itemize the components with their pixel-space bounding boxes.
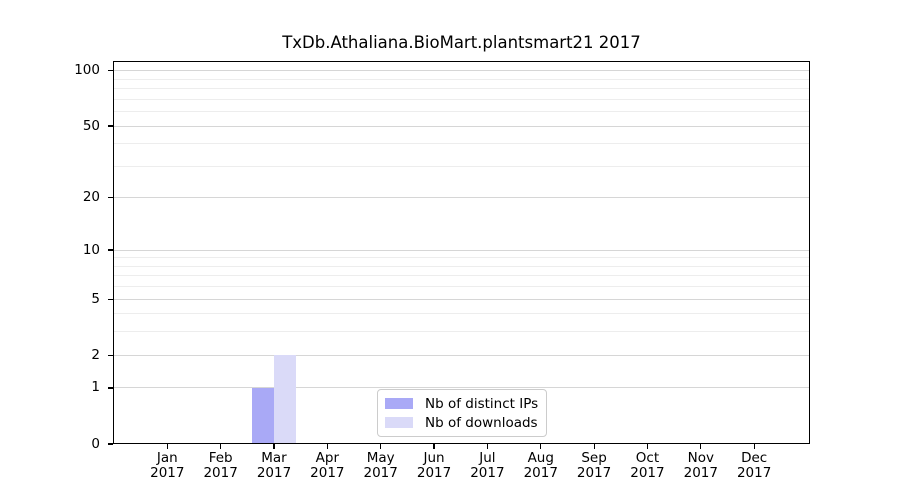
- x-tick-mark: [220, 444, 222, 449]
- x-tick-month: Jan: [156, 450, 178, 466]
- grid-minor-line: [113, 143, 810, 145]
- grid-major-line: [113, 354, 810, 356]
- x-tick-month: Apr: [315, 450, 340, 466]
- x-tick-label: Apr 2017: [297, 451, 357, 481]
- legend-swatch-downloads: [385, 417, 413, 428]
- x-tick-mark: [166, 444, 168, 449]
- x-tick-mark: [273, 444, 275, 449]
- grid-minor-line: [113, 98, 810, 100]
- grid-minor-line: [113, 165, 810, 167]
- x-tick-month: Mar: [261, 450, 287, 466]
- x-tick-month: May: [366, 450, 395, 466]
- legend-row: Nb of downloads: [385, 415, 539, 431]
- x-tick-label: Sep 2017: [564, 451, 624, 481]
- x-tick-mark: [326, 444, 328, 449]
- grid-minor-line: [113, 286, 810, 288]
- x-tick-month: Feb: [208, 450, 233, 466]
- x-tick-year: 2017: [310, 465, 345, 481]
- x-tick-year: 2017: [683, 465, 718, 481]
- x-tick-label: Feb 2017: [191, 451, 251, 481]
- x-tick-year: 2017: [523, 465, 558, 481]
- x-tick-year: 2017: [416, 465, 452, 481]
- x-tick-month: Oct: [635, 450, 660, 466]
- plot-area: [113, 61, 810, 444]
- grid-major-line: [113, 387, 810, 389]
- grid-minor-line: [113, 78, 810, 80]
- x-tick-year: 2017: [576, 465, 612, 481]
- legend-swatch-distinct-ips: [385, 398, 413, 409]
- legend-box: Nb of distinct IPs Nb of downloads: [377, 389, 547, 437]
- x-tick-mark: [380, 444, 382, 449]
- x-tick-month: Aug: [527, 450, 554, 466]
- grid-minor-line: [113, 331, 810, 333]
- grid-major-line: [113, 298, 810, 300]
- y-tick-label: 1: [91, 379, 100, 396]
- grid-minor-line: [113, 275, 810, 277]
- legend-label: Nb of distinct IPs: [425, 395, 539, 412]
- x-tick-label: Dec 2017: [724, 451, 784, 481]
- grid-minor-line: [113, 111, 810, 113]
- x-tick-year: 2017: [470, 465, 505, 481]
- y-tick-label: 5: [91, 290, 100, 307]
- bar-downloads: [274, 355, 297, 444]
- y-tick-label: 2: [91, 346, 100, 363]
- grid-minor-line: [113, 257, 810, 259]
- x-tick-label: Jan 2017: [137, 451, 197, 481]
- x-tick-label: May 2017: [351, 451, 411, 481]
- y-tick-label: 20: [82, 189, 100, 206]
- x-tick-label: Jul 2017: [457, 451, 517, 481]
- legend-label: Nb of downloads: [425, 414, 538, 431]
- y-tick-label: 10: [82, 241, 100, 258]
- x-tick-year: 2017: [736, 465, 772, 481]
- x-tick-month: Sep: [581, 450, 607, 466]
- grid-minor-line: [113, 313, 810, 315]
- x-tick-label: Oct 2017: [617, 451, 677, 481]
- grid-major-line: [113, 249, 810, 251]
- x-tick-month: Jun: [423, 450, 445, 466]
- x-tick-year: 2017: [203, 465, 238, 481]
- grid-major-line: [113, 197, 810, 199]
- x-tick-mark: [433, 444, 435, 449]
- legend-row: Nb of distinct IPs: [385, 396, 539, 412]
- x-tick-month: Dec: [741, 450, 768, 466]
- grid-minor-line: [113, 265, 810, 267]
- x-tick-label: Nov 2017: [671, 451, 731, 481]
- x-tick-mark: [593, 444, 595, 449]
- chart-title: TxDb.Athaliana.BioMart.plantsmart21 2017: [282, 33, 641, 52]
- x-tick-month: Nov: [687, 450, 714, 466]
- bar-distinct-ips: [251, 387, 274, 444]
- y-tick-label: 50: [82, 117, 100, 134]
- x-tick-label: Jun 2017: [404, 451, 464, 481]
- x-tick-mark: [486, 444, 488, 449]
- x-tick-label: Mar 2017: [244, 451, 304, 481]
- x-tick-year: 2017: [363, 465, 398, 481]
- x-tick-month: Jul: [479, 450, 496, 466]
- grid-major-line: [113, 70, 810, 72]
- x-tick-label: Aug 2017: [511, 451, 571, 481]
- y-tick-label: 100: [74, 62, 100, 79]
- x-tick-mark: [646, 444, 649, 449]
- grid-minor-line: [113, 88, 810, 90]
- x-tick-mark: [700, 444, 702, 449]
- x-tick-mark: [540, 444, 542, 449]
- x-tick-mark: [753, 444, 755, 449]
- grid-major-line: [113, 125, 810, 127]
- x-tick-year: 2017: [630, 465, 665, 481]
- x-tick-year: 2017: [256, 465, 292, 481]
- y-tick-label: 0: [91, 435, 100, 452]
- x-tick-year: 2017: [150, 465, 185, 481]
